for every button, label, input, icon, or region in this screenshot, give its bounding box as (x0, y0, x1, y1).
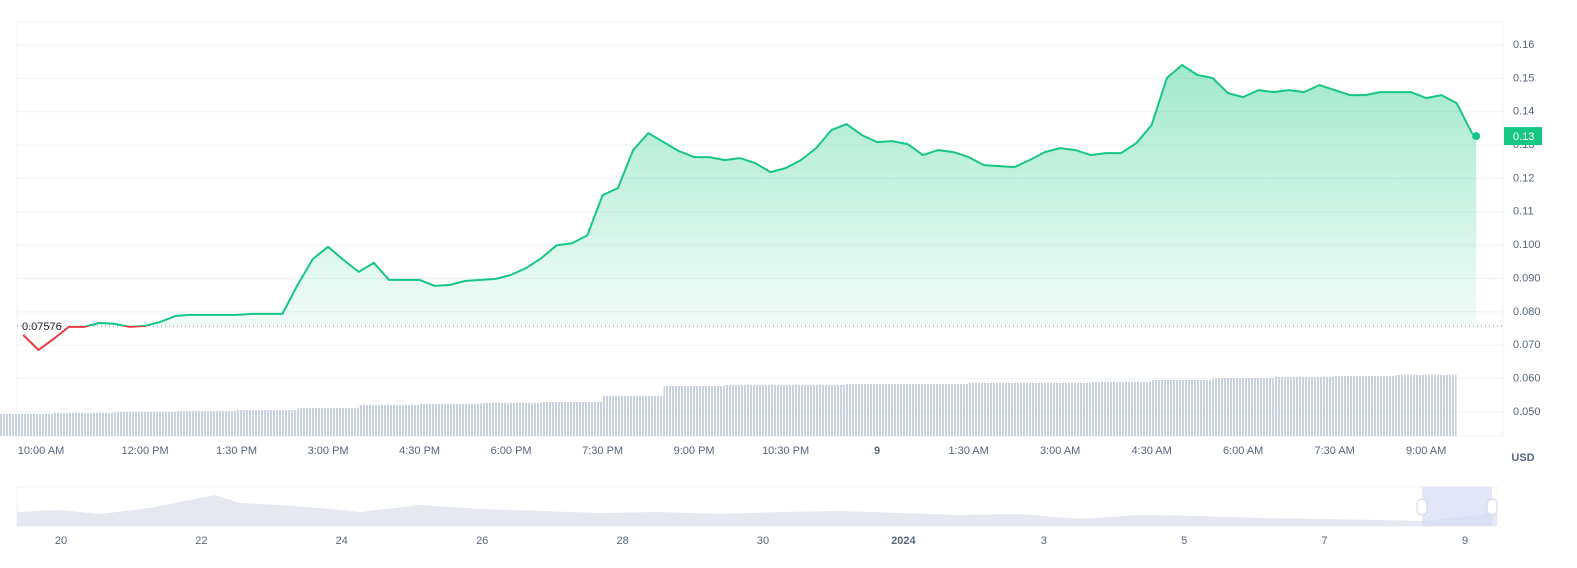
navigator-label: 3 (1041, 535, 1047, 547)
x-tick-label: 6:00 PM (491, 445, 532, 457)
volume-bar (724, 385, 786, 436)
x-tick-label: 9 (874, 445, 880, 457)
last-point (1472, 132, 1481, 141)
x-tick-label: 9:00 AM (1406, 445, 1446, 457)
navigator-axis: 20 22 24 26 28 30 2024 3 5 7 9 (55, 535, 1468, 547)
volume-bar (1334, 376, 1396, 436)
volume-bar (785, 385, 847, 436)
navigator-label: 20 (55, 535, 67, 547)
navigator-label: 26 (476, 535, 488, 547)
price: 0.07576 (17, 64, 1503, 351)
x-tick-label: 10:00 AM (18, 445, 64, 457)
volume-bar (1395, 375, 1457, 436)
x-tick-label: 3:00 PM (308, 445, 349, 457)
navigator-label: 9 (1462, 535, 1468, 547)
x-tick-label: 7:30 PM (582, 445, 623, 457)
volume-bar (419, 404, 481, 436)
y-tick-label: 0.070 (1513, 339, 1541, 351)
navigator-label: 22 (195, 535, 207, 547)
volume-bar (907, 384, 969, 436)
axes: 0.050 0.060 0.070 0.080 0.090 0.100 0.11 0.12 0.… (18, 39, 1542, 457)
price-line (22, 64, 1477, 351)
volume-bar (53, 413, 115, 436)
navigator (16, 486, 1498, 527)
navigator-selection[interactable] (1422, 487, 1492, 526)
x-tick-label: 1:30 PM (216, 445, 257, 457)
navigator-area (17, 495, 1497, 526)
volume-bar (968, 383, 1030, 436)
price-area (87, 65, 1477, 327)
navigator-label: 5 (1181, 535, 1187, 547)
currency-label: USD (1511, 452, 1534, 464)
volume (0, 375, 1457, 436)
volume-bar (1212, 378, 1274, 436)
volume-bar (1090, 382, 1152, 436)
price-tag-label: 0.13 (1513, 131, 1534, 143)
y-tick-label: 0.14 (1513, 106, 1534, 118)
x-tick-label: 9:00 PM (674, 445, 715, 457)
volume-bar (114, 412, 176, 436)
y-tick-label: 0.060 (1513, 373, 1541, 385)
y-tick-label: 0.100 (1513, 239, 1541, 251)
x-tick-label: 10:30 PM (762, 445, 809, 457)
navigator-label: 7 (1322, 535, 1328, 547)
volume-bar (663, 386, 725, 436)
volume-bar (1029, 383, 1091, 436)
baseline-label: 0.07576 (22, 321, 62, 333)
volume-bar (846, 384, 908, 436)
x-tick-label: 7:30 AM (1314, 445, 1354, 457)
x-tick-label: 4:30 AM (1131, 445, 1171, 457)
y-tick-label: 0.16 (1513, 39, 1534, 51)
price-tag (1504, 127, 1542, 146)
x-tick-label: 3:00 AM (1040, 445, 1080, 457)
volume-bar (236, 410, 298, 436)
x-tick-label: 4:30 PM (399, 445, 440, 457)
y-tick-label: 0.090 (1513, 272, 1541, 284)
x-tick-label: 12:00 PM (122, 445, 169, 457)
volume-bar (541, 402, 603, 436)
y-tick-label: 0.080 (1513, 306, 1541, 318)
navigator-label: 28 (616, 535, 628, 547)
y-tick-label: 0.12 (1513, 172, 1534, 184)
volume-bar (0, 414, 54, 436)
navigator-label: 30 (757, 535, 769, 547)
x-tick-label: 1:30 AM (948, 445, 988, 457)
navigator-label: 2024 (891, 535, 916, 547)
volume-bar (358, 405, 420, 436)
volume-bar (1273, 377, 1335, 436)
volume-bar (480, 403, 542, 436)
y-tick-label: 0.11 (1513, 206, 1534, 218)
volume-bar (1151, 380, 1213, 436)
volume-bar (175, 411, 237, 436)
volume-bar (297, 408, 359, 436)
x-tick-label: 6:00 AM (1223, 445, 1263, 457)
volume-bar (602, 396, 664, 436)
y-tick-label: 0.050 (1513, 406, 1541, 418)
y-tick-label: 0.15 (1513, 72, 1534, 84)
navigator-handle[interactable] (1486, 498, 1498, 516)
navigator-label: 24 (336, 535, 348, 547)
navigator-handle[interactable] (1416, 498, 1428, 516)
